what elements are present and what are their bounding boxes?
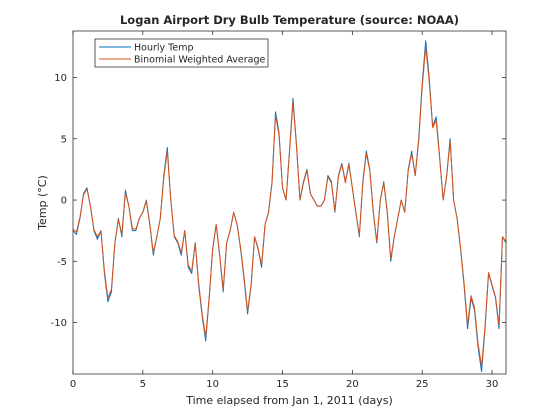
x-tick-label: 25 — [416, 379, 429, 390]
y-tick-label: 0 — [61, 196, 67, 207]
axes-box — [72, 30, 507, 375]
legend: Hourly Temp Binomial Weighted Average — [94, 38, 269, 68]
legend-box — [94, 38, 269, 68]
y-tick-label: 10 — [54, 73, 67, 84]
x-tick-label: 30 — [486, 379, 499, 390]
y-tick-label: -5 — [57, 257, 67, 268]
chart-title: Logan Airport Dry Bulb Temperature (sour… — [120, 13, 459, 27]
y-axis-label: Temp (°C) — [36, 175, 49, 231]
x-axis-label: Time elapsed from Jan 1, 2011 (days) — [185, 394, 393, 407]
x-tick-label: 0 — [70, 379, 76, 390]
series-line-binomial-weighted-average — [72, 46, 507, 368]
x-tick-label: 20 — [346, 379, 359, 390]
x-ticks: 0 5 10 15 20 25 30 — [70, 31, 499, 390]
legend-label-binomial-weighted-average: Binomial Weighted Average — [134, 55, 266, 66]
series-layer — [72, 40, 507, 373]
x-tick-label: 5 — [140, 379, 146, 390]
plot-area — [73, 31, 506, 374]
y-ticks: -10 -5 0 5 10 — [51, 73, 506, 329]
x-tick-label: 10 — [206, 379, 219, 390]
y-tick-label: -10 — [51, 318, 67, 329]
legend-label-hourly-temp: Hourly Temp — [134, 43, 193, 54]
y-tick-label: 5 — [61, 134, 67, 145]
x-tick-label: 15 — [276, 379, 289, 390]
